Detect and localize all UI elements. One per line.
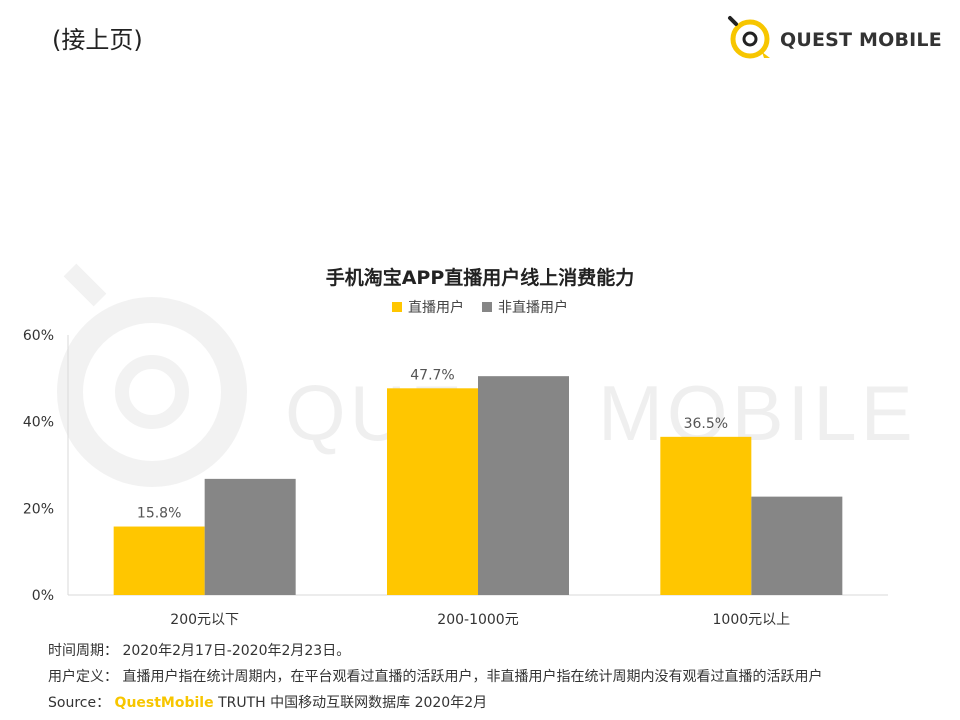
y-tick-label: 60% (23, 328, 54, 344)
bar-1-series-0 (387, 388, 478, 595)
legend-item-series-1: 非直播用户 (482, 297, 568, 317)
x-tick-label-1: 200-1000元 (437, 612, 518, 628)
legend-item-series-0: 直播用户 (392, 297, 464, 317)
bar-0-series-1 (204, 478, 296, 595)
note-source-value: TRUTH 中国移动互联网数据库 2020年2月 (218, 695, 488, 711)
note-period: 时间周期： 2020年2月17日-2020年2月23日。 (48, 638, 822, 664)
legend-label-series-1: 非直播用户 (498, 300, 568, 316)
data-label-0-series-0: 15.8% (137, 506, 181, 522)
x-tick-label-2: 1000元以上 (713, 612, 791, 628)
brand-logo: QUEST MOBILE (726, 14, 942, 60)
note-definition-value: 直播用户指在统计周期内，在平台观看过直播的活跃用户，非直播用户指在统计周期内没有… (122, 669, 823, 685)
quest-mobile-logo-icon (728, 16, 770, 59)
bar-1-series-1 (478, 376, 569, 595)
footnotes: 时间周期： 2020年2月17日-2020年2月23日。 用户定义： 直播用户指… (48, 638, 822, 716)
note-period-label: 时间周期： (48, 643, 118, 659)
bar-0-series-0 (113, 526, 205, 595)
note-period-value: 2020年2月17日-2020年2月23日。 (122, 643, 351, 659)
brand-name: QUEST MOBILE (780, 29, 942, 51)
data-label-2-series-0: 36.5% (684, 416, 728, 432)
chart-title: 手机淘宝APP直播用户线上消费能力 (325, 267, 635, 289)
bar-2-series-0 (660, 436, 752, 595)
note-source: Source： QuestMobile TRUTH 中国移动互联网数据库 202… (48, 690, 822, 716)
y-tick-label: 20% (23, 501, 54, 517)
note-definition: 用户定义： 直播用户指在统计周期内，在平台观看过直播的活跃用户，非直播用户指在统… (48, 664, 822, 690)
note-source-brand: QuestMobile (114, 695, 214, 711)
legend-label-series-0: 直播用户 (408, 300, 464, 316)
legend-swatch-series-1 (482, 302, 492, 312)
legend-swatch-series-0 (392, 302, 402, 312)
y-tick-label: 40% (23, 415, 54, 431)
y-tick-label: 0% (32, 588, 54, 604)
chart-legend: 直播用户 非直播用户 (0, 297, 960, 317)
data-label-1-series-0: 47.7% (410, 367, 454, 383)
note-definition-label: 用户定义： (48, 669, 118, 685)
bar-2-series-1 (751, 496, 843, 595)
x-tick-label-0: 200元以下 (170, 612, 239, 628)
note-source-label: Source： (48, 695, 111, 711)
page-title: (接上页) (52, 26, 143, 54)
